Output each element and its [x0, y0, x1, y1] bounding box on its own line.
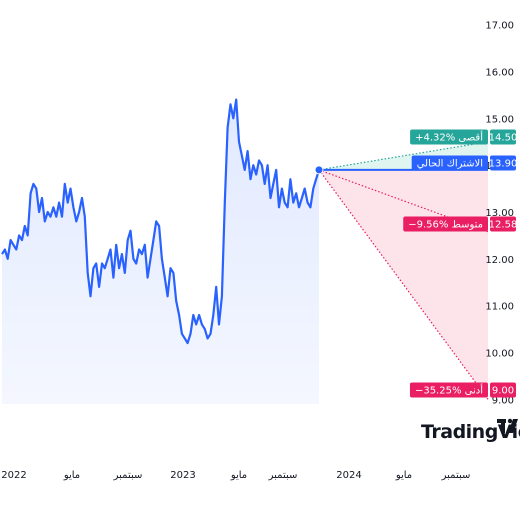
x-tick-label: 2022 [1, 470, 26, 481]
target-min-value: 9.00 [492, 386, 514, 397]
x-tick-label: مايو [395, 470, 412, 481]
target-average-value: 12.58 [489, 220, 518, 231]
target-max-label-badge [410, 129, 488, 145]
y-tick-label: 16.00 [485, 68, 514, 79]
target-min-label: −35.25% أدنى [415, 384, 483, 397]
y-tick-label: 17.00 [485, 21, 514, 32]
y-tick-label: 10.00 [485, 348, 514, 359]
y-tick-label: 13.00 [485, 208, 514, 219]
tradingview-logo: TradingView [421, 421, 520, 443]
last-price-point [314, 165, 324, 175]
target-average-label-badge [403, 216, 488, 232]
x-tick-label: مايو [230, 470, 247, 481]
x-tick-label: 2023 [170, 470, 195, 481]
current-price-value-badge [490, 155, 516, 171]
y-tick-label: 9.00 [492, 395, 514, 406]
tradingview-icon [497, 418, 518, 433]
target-min-label-badge [409, 382, 488, 398]
x-tick-label: سبتمبر [113, 470, 143, 481]
current-price-value: 13.90 [489, 159, 518, 170]
forecast-max-line [318, 141, 489, 171]
y-tick-label: 11.00 [485, 302, 514, 313]
price-line [1, 98, 321, 345]
target-max-label: +4.32% أقصى [415, 131, 483, 144]
x-tick-label: مايو [63, 470, 80, 481]
current-price-label-badge [411, 155, 488, 171]
target-average-label: −9.56% متوسط [408, 220, 483, 231]
x-tick-label: سبتمبر [441, 470, 471, 481]
target-average-value-badge [490, 216, 516, 232]
x-tick-label: 2024 [336, 470, 361, 481]
y-tick-label: 12.00 [485, 255, 514, 266]
x-tick-label: سبتمبر [268, 470, 298, 481]
target-max-value-badge [490, 129, 516, 145]
y-tick-label: 15.00 [485, 114, 514, 125]
target-min-value-badge [490, 382, 516, 398]
current-price-label: الاشتراك الحالي [417, 159, 483, 170]
target-max-value: 14.50 [489, 133, 518, 144]
